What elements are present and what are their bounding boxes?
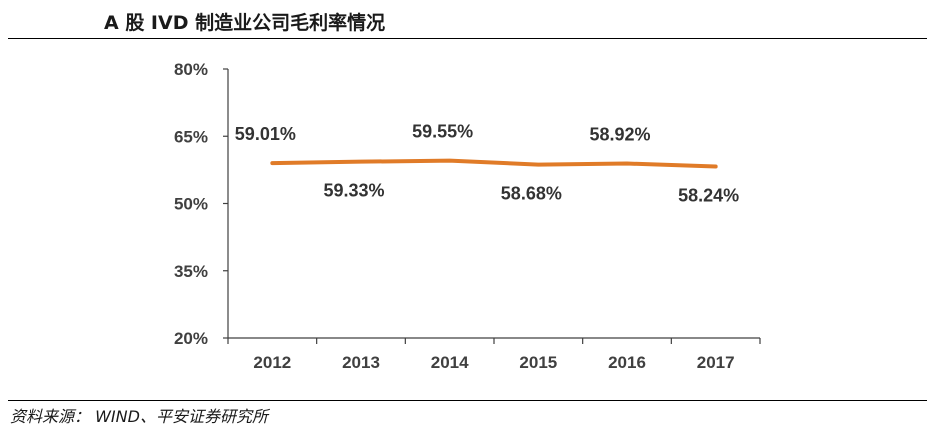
chart-title: A 股 IVD 制造业公司毛利率情况 [104, 12, 386, 34]
y-tick-label: 65% [174, 127, 208, 146]
source-text: WIND、平安证券研究所 [95, 407, 268, 426]
data-label: 58.92% [589, 125, 650, 145]
x-tick-label: 2012 [253, 353, 291, 372]
x-tick-label: 2015 [519, 353, 557, 372]
x-tick-label: 2017 [697, 353, 735, 372]
source-note: 资料来源： WIND、平安证券研究所 [10, 403, 268, 427]
x-tick-label: 2016 [608, 353, 646, 372]
title-divider [8, 38, 927, 39]
y-tick-label: 50% [174, 195, 208, 214]
y-tick-label: 20% [174, 329, 208, 348]
data-labels: 59.01% 59.33% 59.55% 58.68% 58.92% 58.24% [235, 122, 739, 206]
x-tick-label: 2013 [342, 353, 380, 372]
x-axis: 2012 2013 2014 2015 2016 2017 [227, 337, 761, 372]
data-label: 59.01% [235, 124, 296, 144]
y-axis: 80% 65% 50% 35% 20% [174, 60, 229, 348]
series-line [270, 158, 718, 169]
series-line-group [270, 158, 718, 169]
source-label: 资料来源： [10, 407, 91, 426]
data-label: 58.24% [678, 186, 739, 206]
source-divider [8, 400, 927, 401]
y-tick-label: 80% [174, 60, 208, 79]
data-label: 59.55% [412, 122, 473, 142]
x-tick-label: 2014 [431, 353, 469, 372]
data-label: 59.33% [323, 181, 384, 201]
y-tick-label: 35% [174, 262, 208, 281]
data-label: 58.68% [501, 184, 562, 204]
